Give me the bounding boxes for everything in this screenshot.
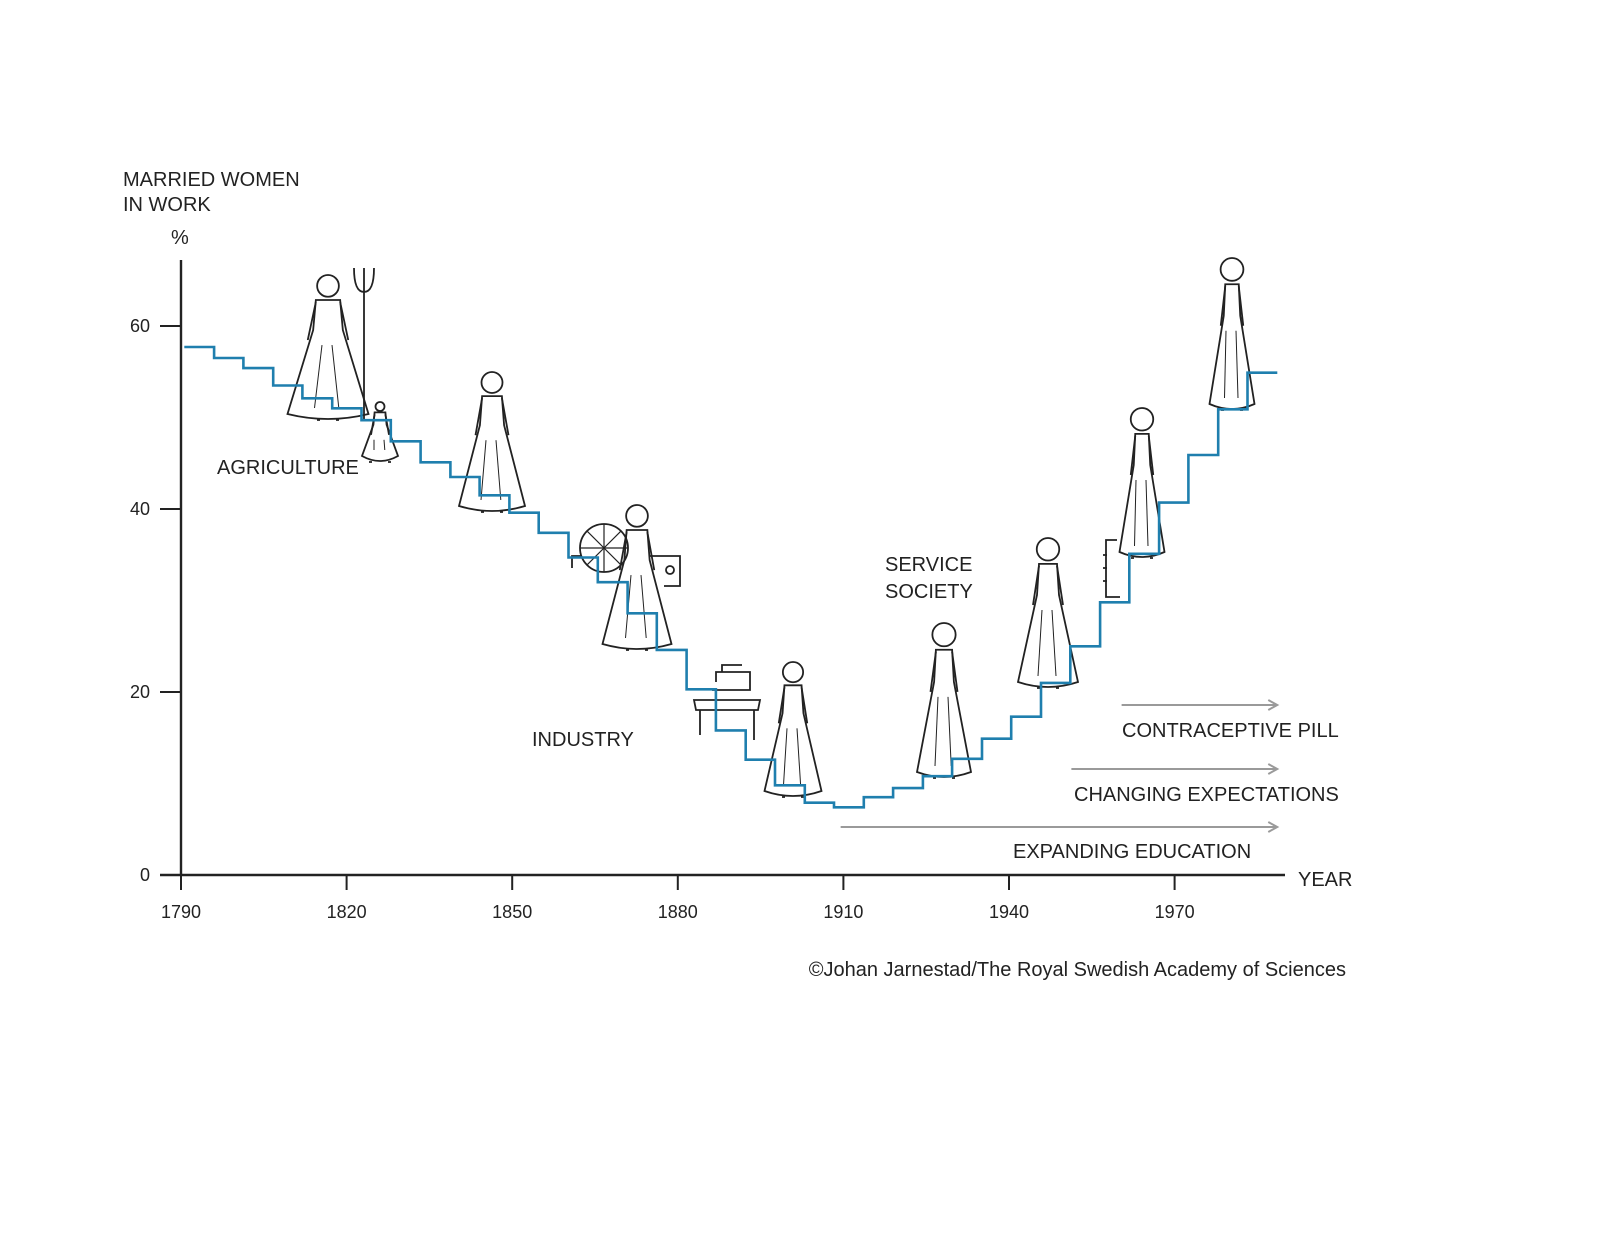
x-tick-label: 1970 xyxy=(1155,902,1195,922)
woman-figure-icon xyxy=(1118,407,1166,559)
x-tick-label: 1910 xyxy=(823,902,863,922)
pitchfork-icon xyxy=(353,267,375,420)
y-unit-label: % xyxy=(171,227,189,249)
series-step-line xyxy=(184,345,1278,809)
arrow-head-icon xyxy=(1267,699,1280,711)
woman-figure-icon xyxy=(915,622,973,779)
y-tick-label: 60 xyxy=(130,316,150,336)
woman-figure-icon xyxy=(286,274,370,421)
woman-figure-icon xyxy=(601,504,673,651)
woman-figure-icon xyxy=(457,371,527,513)
x-tick-label: 1790 xyxy=(161,902,201,922)
arrow-label: EXPANDING EDUCATION xyxy=(1013,841,1251,863)
y-tick-label: 40 xyxy=(130,499,150,519)
era-label-service: SERVICE xyxy=(885,554,972,576)
y-tick-label: 0 xyxy=(140,865,150,885)
sewing-machine-icon xyxy=(692,664,762,740)
x-tick-label: 1940 xyxy=(989,902,1029,922)
credit: ©Johan Jarnestad/The Royal Swedish Acade… xyxy=(809,959,1346,981)
illustrations xyxy=(286,257,1256,798)
arrow-head-icon xyxy=(1267,763,1280,775)
y-axis-label-line1: MARRIED WOMEN xyxy=(123,169,300,191)
woman-figure-icon xyxy=(1016,537,1080,689)
arrow-label: CONTRACEPTIVE PILL xyxy=(1122,720,1339,742)
era-label-industry: INDUSTRY xyxy=(532,729,634,751)
control-panel-icon xyxy=(1103,539,1120,598)
x-axis-label: YEAR xyxy=(1298,869,1352,891)
spinning-wheel-icon xyxy=(571,523,681,587)
arrow-label: CHANGING EXPECTATIONS xyxy=(1074,784,1339,806)
era-label-agriculture: AGRICULTURE xyxy=(217,457,359,479)
woman-figure-icon xyxy=(763,661,823,798)
x-tick-label: 1850 xyxy=(492,902,532,922)
era-label-society: SOCIETY xyxy=(885,581,973,603)
x-tick-label: 1820 xyxy=(327,902,367,922)
arrow-head-icon xyxy=(1267,821,1280,833)
y-tick-label: 20 xyxy=(130,682,150,702)
x-tick-label: 1880 xyxy=(658,902,698,922)
y-axis-label-line2: IN WORK xyxy=(123,194,211,216)
